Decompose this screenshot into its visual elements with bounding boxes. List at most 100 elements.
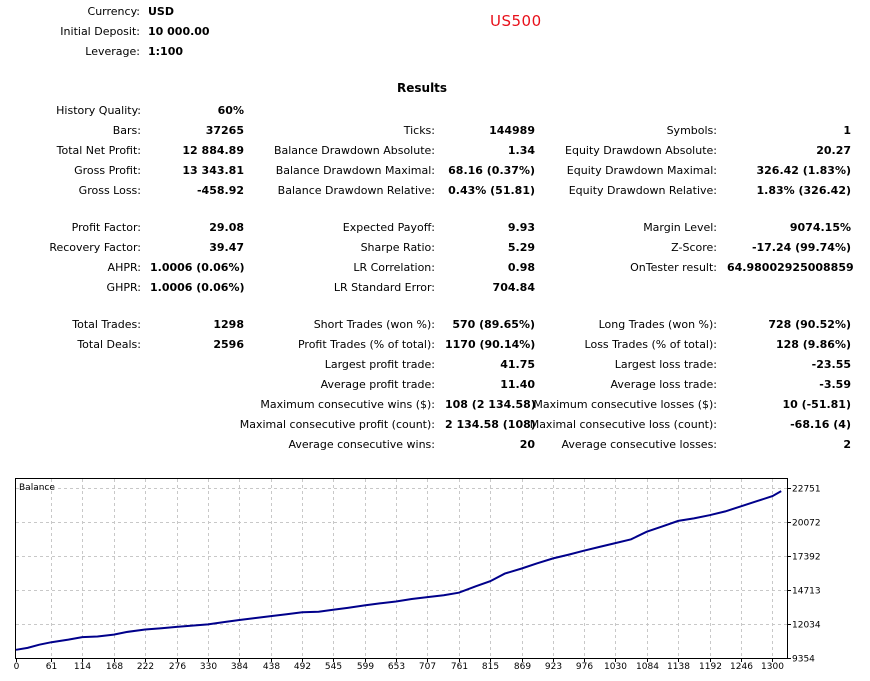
y-tick-label: 9354: [792, 655, 815, 665]
symbol-title: US500: [490, 12, 542, 30]
stat-value: 144989: [489, 124, 535, 137]
stat-label: Maximum consecutive losses ($):: [533, 398, 717, 411]
stat-value: 5.29: [507, 241, 535, 254]
stat-label: Recovery Factor:: [49, 241, 141, 254]
stat-value: 728 (90.52%): [768, 318, 851, 331]
stat-label: Loss Trades (% of total):: [584, 338, 717, 351]
y-tick-label: 22751: [792, 485, 821, 495]
stat-label: Total Net Profit:: [56, 144, 141, 157]
leverage-value: 1:100: [148, 45, 184, 58]
history-quality-value: 60%: [217, 104, 244, 117]
x-tick-label: 0: [14, 662, 20, 672]
stat-label: Sharpe Ratio:: [360, 241, 435, 254]
stat-label: LR Correlation:: [353, 261, 435, 274]
stat-value: 9074.15%: [789, 221, 851, 234]
y-tick-label: 20072: [792, 519, 821, 529]
x-tick-label: 815: [482, 662, 499, 672]
x-tick-label: 330: [200, 662, 217, 672]
stat-label: Symbols:: [666, 124, 717, 137]
initial-deposit-label: Initial Deposit:: [60, 25, 140, 38]
stat-label: Total Deals:: [77, 338, 141, 351]
x-tick-label: 1138: [667, 662, 690, 672]
x-tick-label: 276: [169, 662, 186, 672]
chart-grid: [16, 479, 787, 658]
x-tick-label: 1192: [699, 662, 722, 672]
stat-value: 0.98: [507, 261, 535, 274]
stat-label: Average consecutive losses:: [561, 438, 717, 451]
stat-label: Profit Factor:: [71, 221, 141, 234]
stat-label: Equity Drawdown Absolute:: [565, 144, 717, 157]
stat-value: 326.42 (1.83%): [756, 164, 852, 177]
results-title: Results: [397, 81, 448, 95]
x-tick-label: 61: [46, 662, 57, 672]
stat-value: 1170 (90.14%): [445, 338, 536, 351]
currency-value: USD: [148, 5, 174, 18]
stat-value: 0.43% (51.81): [448, 184, 535, 197]
stat-label: Largest loss trade:: [614, 358, 717, 371]
stat-value: 29.08: [209, 221, 244, 234]
stat-label: Long Trades (won %):: [598, 318, 717, 331]
stat-label: Largest profit trade:: [324, 358, 435, 371]
stat-value: -17.24 (99.74%): [751, 241, 851, 254]
leverage-label: Leverage:: [85, 45, 140, 58]
stat-value: 570 (89.65%): [452, 318, 535, 331]
stat-value: 39.47: [209, 241, 244, 254]
stat-label: Equity Drawdown Relative:: [568, 184, 717, 197]
stat-value: 1.0006 (0.06%): [150, 261, 245, 274]
chart-frame: [15, 478, 788, 659]
stat-label: GHPR:: [106, 281, 141, 294]
stat-value: -68.16 (4): [790, 418, 851, 431]
stat-value: 1.34: [507, 144, 535, 157]
stat-value: 2 134.58 (108): [445, 418, 536, 431]
stat-value: 2: [843, 438, 851, 451]
stat-label: Average consecutive wins:: [288, 438, 435, 451]
stat-value: 11.40: [500, 378, 535, 391]
x-tick-label: 653: [388, 662, 405, 672]
x-tick-label: 492: [294, 662, 311, 672]
stat-label: Equity Drawdown Maximal:: [566, 164, 717, 177]
stat-value: 20.27: [816, 144, 851, 157]
y-tick-label: 12034: [792, 621, 821, 631]
stat-value: 2596: [213, 338, 244, 351]
stat-label: Z-Score:: [671, 241, 717, 254]
x-tick-label: 707: [419, 662, 436, 672]
stat-label: OnTester result:: [630, 261, 717, 274]
stat-value: 13 343.81: [182, 164, 244, 177]
x-tick-label: 114: [74, 662, 91, 672]
stat-label: LR Standard Error:: [333, 281, 435, 294]
stat-value: 64.98002925008859: [727, 261, 854, 274]
stat-label: Total Trades:: [72, 318, 141, 331]
x-tick-label: 222: [137, 662, 154, 672]
stat-value: 10 (-51.81): [782, 398, 851, 411]
stat-value: 68.16 (0.37%): [448, 164, 535, 177]
stat-value: 12 884.89: [182, 144, 244, 157]
stat-label: Gross Loss:: [78, 184, 141, 197]
stat-label: Short Trades (won %):: [313, 318, 435, 331]
y-tick-label: 14713: [792, 587, 821, 597]
x-tick-label: 599: [357, 662, 374, 672]
stat-label: Profit Trades (% of total):: [297, 338, 435, 351]
balance-line: [15, 490, 782, 651]
x-tick-label: 923: [545, 662, 562, 672]
stat-value: 704.84: [492, 281, 535, 294]
stat-label: Maximal consecutive profit (count):: [239, 418, 435, 431]
stat-label: Ticks:: [403, 124, 435, 137]
initial-deposit-value: 10 000.00: [148, 25, 210, 38]
stat-value: -3.59: [819, 378, 851, 391]
x-tick-label: 869: [514, 662, 531, 672]
x-axis-ticks: 0 61 114 168 222 276 330 384 438 492 545 599 653 707 7…: [14, 658, 784, 672]
stat-label: Maximal consecutive loss (count):: [529, 418, 717, 431]
stat-label: Maximum consecutive wins ($):: [260, 398, 435, 411]
x-tick-label: 1246: [730, 662, 753, 672]
x-tick-label: 1300: [761, 662, 784, 672]
currency-label: Currency:: [87, 5, 140, 18]
stat-value: 1.0006 (0.06%): [150, 281, 245, 294]
stat-value: 1.83% (326.42): [756, 184, 852, 197]
stat-label: Balance Drawdown Absolute:: [273, 144, 435, 157]
stat-value: -23.55: [811, 358, 851, 371]
x-tick-label: 976: [576, 662, 593, 672]
stat-label: AHPR:: [107, 261, 141, 274]
x-tick-label: 438: [263, 662, 280, 672]
stat-label: Balance Drawdown Relative:: [277, 184, 435, 197]
